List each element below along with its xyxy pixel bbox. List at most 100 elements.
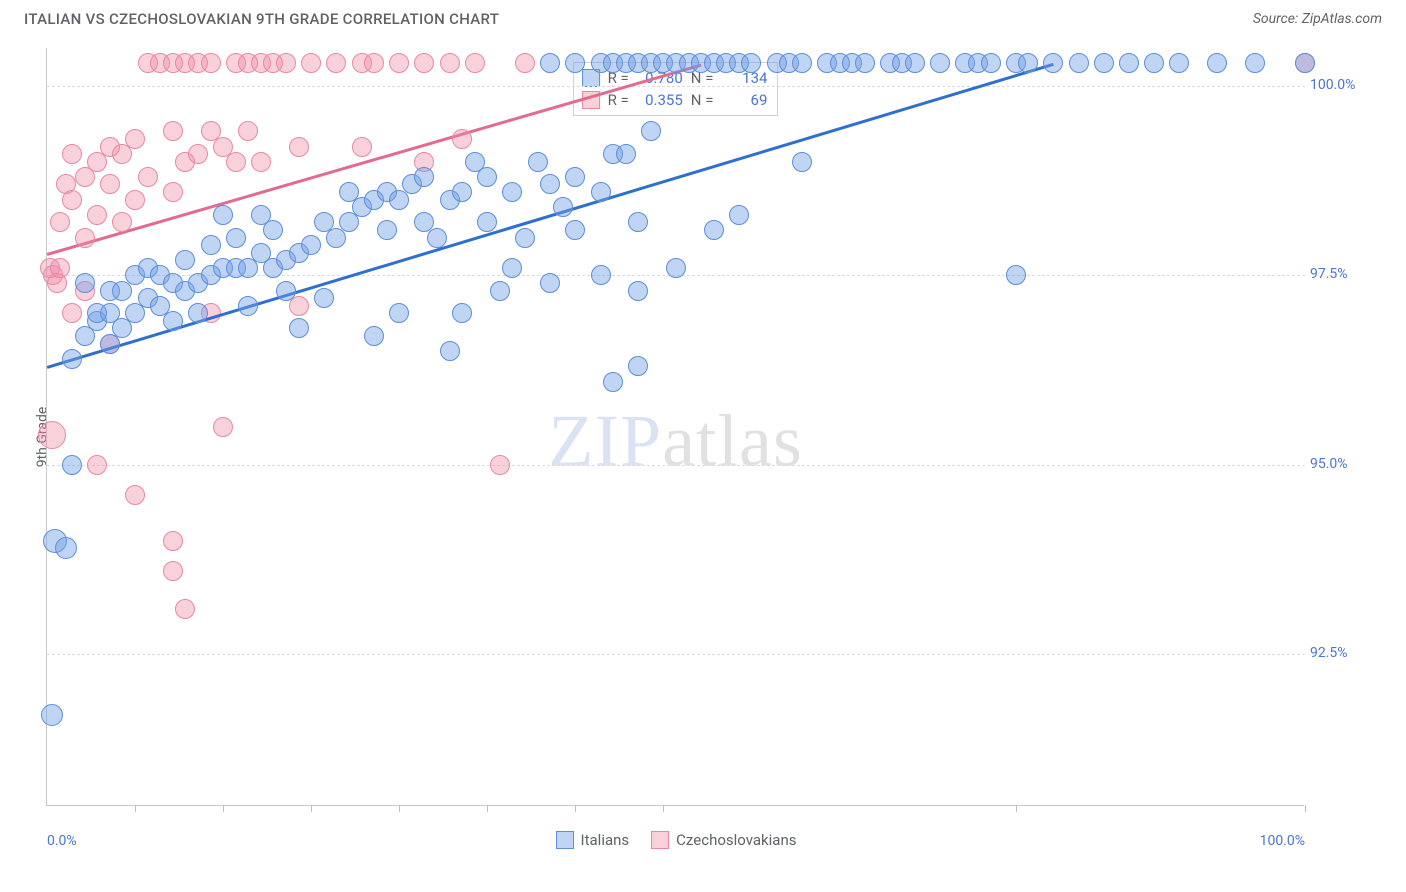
data-point: [553, 197, 573, 217]
y-tick-label: 92.5%: [1310, 645, 1380, 661]
chart-title: ITALIAN VS CZECHOSLOVAKIAN 9TH GRADE COR…: [24, 10, 499, 28]
data-point: [490, 281, 510, 301]
data-point: [364, 326, 384, 346]
data-point: [792, 152, 812, 172]
data-point: [62, 303, 82, 323]
data-point: [188, 303, 208, 323]
watermark: ZIPatlas: [548, 399, 803, 484]
data-point: [238, 121, 258, 141]
data-point: [163, 531, 183, 551]
y-tick-label: 97.5%: [1310, 266, 1380, 282]
data-point: [1094, 53, 1114, 73]
x-tick: [311, 805, 312, 812]
data-point: [1043, 53, 1063, 73]
data-point: [226, 228, 246, 248]
stat-n-label: N =: [691, 89, 714, 111]
data-point: [251, 152, 271, 172]
x-tick: [223, 805, 224, 812]
data-point: [477, 167, 497, 187]
data-point: [175, 599, 195, 619]
data-point: [201, 53, 221, 73]
data-point: [628, 281, 648, 301]
stat-r-czech: 0.355: [637, 89, 683, 111]
data-point: [125, 190, 145, 210]
data-point: [125, 129, 145, 149]
data-point: [138, 167, 158, 187]
data-point: [213, 205, 233, 225]
data-point: [389, 303, 409, 323]
data-point: [62, 455, 82, 475]
data-point: [175, 250, 195, 270]
data-point: [62, 144, 82, 164]
data-point: [112, 212, 132, 232]
data-point: [38, 421, 66, 449]
data-point: [641, 121, 661, 141]
data-point: [792, 53, 812, 73]
data-point: [427, 228, 447, 248]
data-point: [301, 53, 321, 73]
data-point: [515, 53, 535, 73]
data-point: [55, 537, 77, 559]
legend-label-czech: Czechoslovakians: [676, 831, 796, 849]
data-point: [452, 303, 472, 323]
chart-container: 9th Grade ZIPatlas R = 0.780 N = 134 R =…: [46, 48, 1382, 826]
data-point: [502, 258, 522, 278]
data-point: [414, 53, 434, 73]
data-point: [276, 53, 296, 73]
data-point: [301, 235, 321, 255]
data-point: [352, 137, 372, 157]
data-point: [41, 704, 63, 726]
data-point: [741, 53, 761, 73]
data-point: [1169, 53, 1189, 73]
data-point: [452, 182, 472, 202]
stat-n-czech: 69: [721, 89, 767, 111]
data-point: [477, 212, 497, 232]
data-point: [87, 455, 107, 475]
data-point: [213, 417, 233, 437]
x-tick: [663, 805, 664, 812]
data-point: [440, 53, 460, 73]
data-point: [465, 53, 485, 73]
data-point: [440, 341, 460, 361]
x-tick: [135, 805, 136, 812]
data-point: [981, 53, 1001, 73]
data-point: [515, 228, 535, 248]
data-point: [289, 318, 309, 338]
legend-swatch-italians: [556, 831, 574, 849]
data-point: [125, 485, 145, 505]
data-point: [62, 349, 82, 369]
legend-item-czech: Czechoslovakians: [651, 831, 796, 849]
data-point: [1069, 53, 1089, 73]
data-point: [603, 372, 623, 392]
data-point: [905, 53, 925, 73]
x-tick: [487, 805, 488, 812]
data-point: [389, 53, 409, 73]
data-point: [666, 258, 686, 278]
data-point: [540, 174, 560, 194]
x-tick: [575, 805, 576, 812]
data-point: [238, 296, 258, 316]
data-point: [226, 152, 246, 172]
data-point: [201, 235, 221, 255]
data-point: [62, 190, 82, 210]
data-point: [591, 182, 611, 202]
data-point: [490, 455, 510, 475]
watermark-zip: ZIP: [548, 400, 662, 482]
trend-line: [47, 63, 702, 255]
data-point: [163, 121, 183, 141]
data-point: [188, 144, 208, 164]
data-point: [540, 53, 560, 73]
data-point: [1295, 53, 1315, 73]
watermark-atlas: atlas: [662, 400, 803, 482]
source-label: Source: ZipAtlas.com: [1253, 11, 1382, 27]
data-point: [75, 273, 95, 293]
x-tick: [1016, 805, 1017, 812]
data-point: [50, 212, 70, 232]
header: ITALIAN VS CZECHOSLOVAKIAN 9TH GRADE COR…: [0, 0, 1406, 34]
data-point: [729, 205, 749, 225]
legend-swatch-czech: [651, 831, 669, 849]
gridline-h: [47, 86, 1305, 87]
data-point: [1245, 53, 1265, 73]
data-point: [1207, 53, 1227, 73]
data-point: [364, 53, 384, 73]
